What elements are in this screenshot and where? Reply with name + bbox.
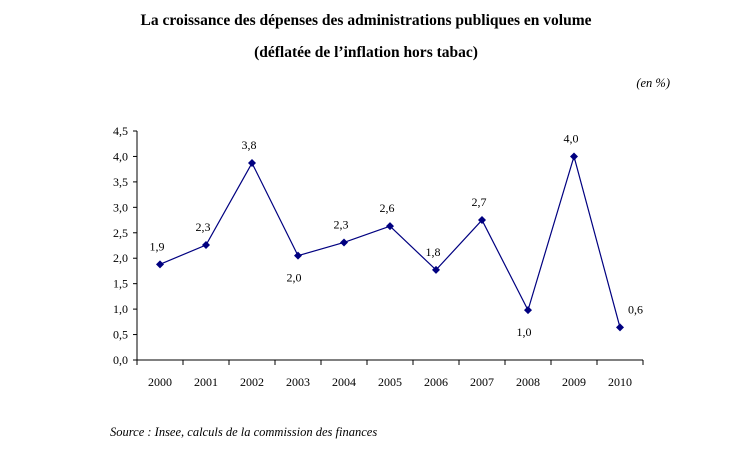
data-label: 2,0 (287, 271, 302, 285)
data-point-marker (570, 152, 578, 161)
y-tick-label: 2,5 (113, 226, 128, 240)
x-axis-ticks: 2000 2001 2002 2003 2004 2005 2006 2007 2008 2009… (136, 360, 644, 389)
x-tick-label: 2003 (286, 375, 310, 389)
y-tick-label: 0,5 (113, 328, 128, 342)
data-label: 2,3 (196, 220, 211, 234)
data-label: 1,0 (517, 325, 532, 339)
y-tick-label: 3,0 (113, 200, 128, 214)
data-label: 2,7 (472, 195, 487, 209)
y-tick-label: 4,0 (113, 149, 128, 163)
data-point-marker (478, 216, 486, 225)
x-tick-label: 2002 (240, 375, 264, 389)
x-tick-label: 2008 (516, 375, 540, 389)
y-tick-label: 2,0 (113, 251, 128, 265)
data-point-marker (294, 251, 302, 260)
data-label: 3,8 (242, 138, 257, 152)
y-tick-label: 0,0 (113, 353, 128, 367)
series (156, 152, 624, 332)
data-label: 2,3 (334, 217, 349, 231)
x-tick-label: 2000 (148, 375, 172, 389)
axes (136, 131, 643, 361)
source-note: Source : Insee, calculs de la commission… (110, 425, 378, 439)
data-point-marker (202, 240, 210, 249)
data-point-marker (524, 306, 532, 315)
data-label: 1,8 (426, 245, 441, 259)
y-tick-label: 1,5 (113, 277, 128, 291)
y-tick-label: 3,5 (113, 175, 128, 189)
x-tick-label: 2006 (424, 375, 448, 389)
x-tick-label: 2004 (332, 375, 356, 389)
data-labels: 1,9 2,3 3,8 2,0 2,3 2,6 1,8 2,7 1,0 4,0 0,6 (150, 131, 644, 339)
x-tick-label: 2009 (562, 375, 586, 389)
data-label: 1,9 (150, 239, 165, 253)
data-point-marker (156, 260, 164, 269)
y-axis-ticks: 0,0 0,5 1,0 1,5 2,0 2,5 3,0 3,5 4,0 4,5 (113, 124, 137, 367)
x-tick-label: 2001 (194, 375, 218, 389)
y-tick-label: 4,5 (113, 124, 128, 138)
x-tick-label: 2010 (608, 375, 632, 389)
data-point-marker (248, 159, 256, 168)
chart-subtitle: (déflatée de l’inflation hors tabac) (254, 44, 478, 61)
data-point-marker (340, 238, 348, 247)
x-tick-label: 2005 (378, 375, 402, 389)
series-line (159, 154, 621, 328)
data-point-marker (616, 323, 624, 332)
data-point-marker (432, 265, 440, 274)
chart-title: La croissance des dépenses des administr… (140, 12, 592, 29)
unit-note: (en %) (636, 76, 670, 90)
data-label: 4,0 (564, 131, 579, 145)
x-tick-label: 2007 (470, 375, 494, 389)
y-tick-label: 1,0 (113, 302, 128, 316)
data-label: 2,6 (380, 201, 395, 215)
data-point-marker (386, 222, 394, 231)
data-label: 0,6 (628, 302, 643, 316)
